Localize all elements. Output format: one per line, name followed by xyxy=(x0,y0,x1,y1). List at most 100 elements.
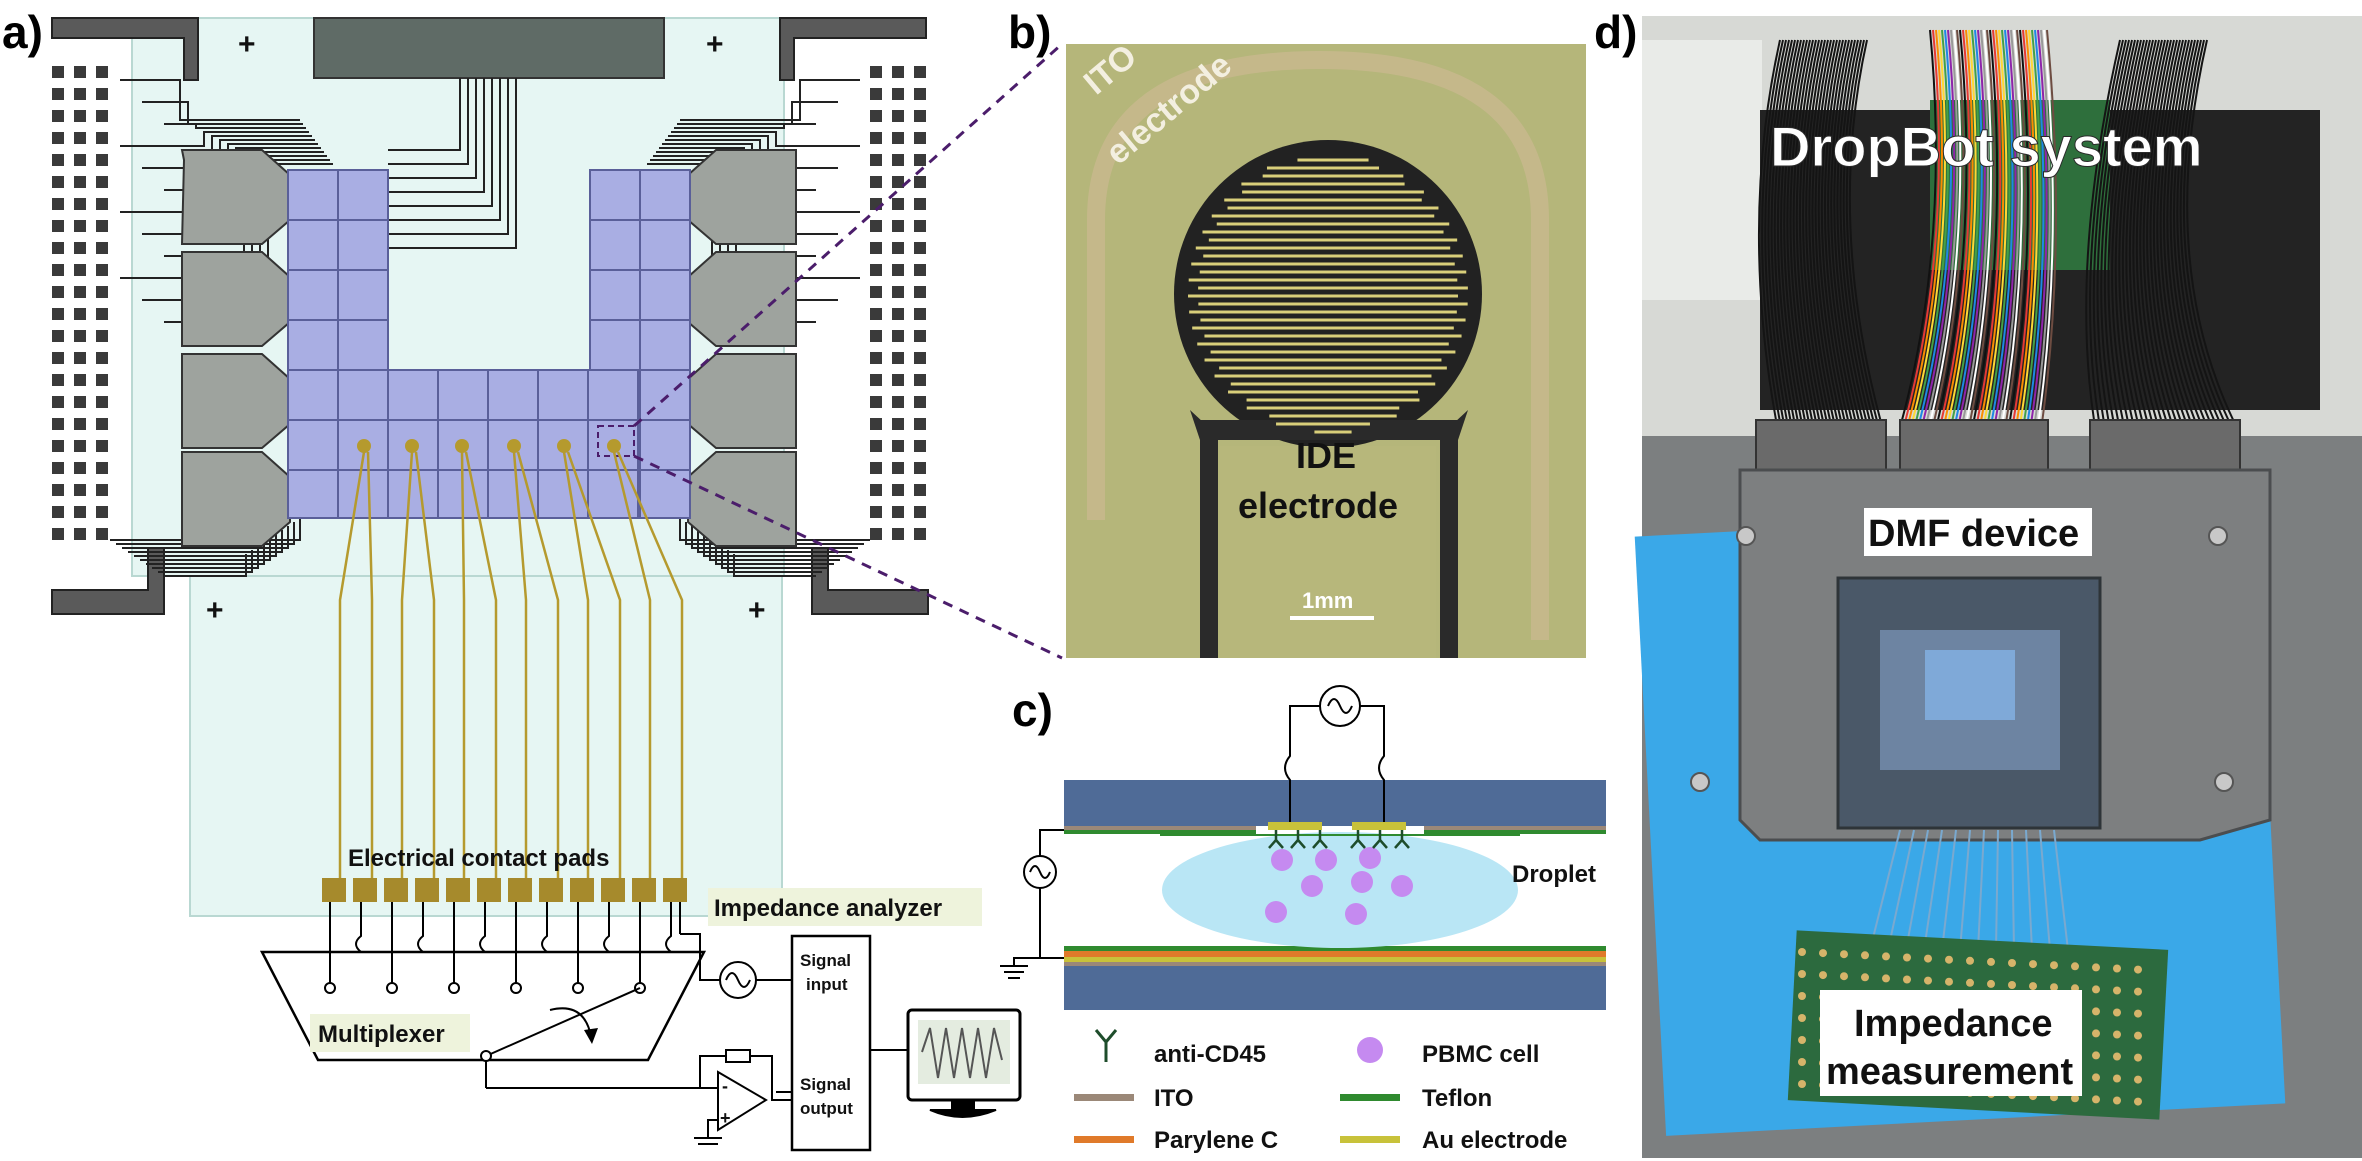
contact-pad xyxy=(52,154,64,166)
gold-trace xyxy=(612,451,652,884)
cable-wire xyxy=(2132,39,2160,421)
cable-wire xyxy=(1919,29,1953,421)
signal-input-line2: input xyxy=(806,975,848,994)
cable-wire xyxy=(1783,39,1806,421)
plus-top-left: + xyxy=(238,28,256,61)
dropbot-system-label: DropBot system xyxy=(1770,115,2203,178)
contact-pad xyxy=(74,242,86,254)
cable-wire xyxy=(1773,39,1796,421)
contact-pad xyxy=(870,374,882,386)
perf-hole xyxy=(1945,955,1953,964)
trace xyxy=(146,542,265,565)
perf-hole xyxy=(1840,950,1848,959)
trace xyxy=(674,123,816,129)
ide-ring xyxy=(1174,140,1482,448)
antibody xyxy=(1312,830,1328,849)
cable-wire xyxy=(2163,39,2201,421)
perf-hole xyxy=(1798,1036,1806,1044)
ide-neck xyxy=(1200,420,1458,440)
monitor-waveform xyxy=(921,1027,1003,1079)
panel-b: b) ITO electrode IDE electrode 1mm xyxy=(633,6,1586,660)
multiplexer-wires xyxy=(324,902,702,1088)
contact-pad xyxy=(96,242,108,254)
contact-pad xyxy=(52,418,64,430)
contact-pad xyxy=(74,198,86,210)
au-electrode-left xyxy=(1268,822,1322,830)
contact-pad xyxy=(914,462,926,474)
antibody xyxy=(1268,830,1284,849)
cable-wire xyxy=(1991,29,2014,421)
contact-pad xyxy=(96,132,108,144)
contact-pad xyxy=(892,286,904,298)
contact-region-substrate xyxy=(189,575,783,917)
cable-wire xyxy=(2186,39,2235,421)
contact-pad xyxy=(892,462,904,474)
pad-array-left xyxy=(52,66,108,540)
ide-sensor-dot xyxy=(357,439,371,453)
cable-wire xyxy=(1994,29,2017,421)
cable-wire xyxy=(1823,39,1853,421)
cable-wire xyxy=(1767,39,1790,421)
trace xyxy=(388,78,469,165)
perf-hole xyxy=(2092,1073,2100,1082)
perf-hole xyxy=(1840,972,1848,981)
contact-pad xyxy=(508,878,532,902)
chip-leads xyxy=(1869,829,2069,951)
perf-hole xyxy=(2071,962,2079,971)
antibody xyxy=(1350,830,1366,849)
cable-wire xyxy=(2103,39,2136,421)
reservoir xyxy=(687,353,797,449)
mux-node xyxy=(386,982,398,994)
perf-hole xyxy=(1798,948,1806,956)
perf-hole xyxy=(1987,979,1995,988)
perf-hole xyxy=(2134,1097,2142,1106)
ribbon-cables xyxy=(1757,29,2235,421)
droplet-label: Droplet xyxy=(1512,861,1596,888)
contact-pad xyxy=(96,198,108,210)
screw xyxy=(2208,526,2228,546)
contact-pad xyxy=(914,198,926,210)
cable-wire xyxy=(2107,39,2139,421)
ide-sensors xyxy=(357,439,621,453)
perf-hole xyxy=(2092,1029,2100,1038)
contact-pad xyxy=(870,418,882,430)
trace xyxy=(134,534,277,557)
cable-wire xyxy=(1805,39,1831,421)
cable-wire xyxy=(1827,39,1857,421)
cable-wire xyxy=(2166,39,2206,421)
trace xyxy=(120,79,300,121)
trace xyxy=(388,78,501,221)
op-amp-minus: - xyxy=(722,1076,728,1096)
mux-node xyxy=(480,1050,492,1062)
contact-pad xyxy=(539,878,563,902)
contact-pad xyxy=(96,88,108,100)
contact-pad xyxy=(52,352,64,364)
contact-pad xyxy=(870,528,882,540)
cable-wire xyxy=(2128,39,2157,421)
cable-wire xyxy=(2169,39,2211,421)
perf-hole xyxy=(2113,1030,2121,1039)
ide-label-line1: IDE xyxy=(1296,435,1356,476)
contact-pad xyxy=(52,176,64,188)
corner-contact-tl xyxy=(51,17,199,81)
reservoir xyxy=(687,251,797,347)
cable-wire xyxy=(2125,39,2154,421)
trace xyxy=(140,538,271,561)
contact-pad xyxy=(96,462,108,474)
chip-lead xyxy=(1959,829,1971,951)
signal-box[interactable] xyxy=(790,934,872,1152)
cable-wire xyxy=(2179,39,2225,421)
contact-pad xyxy=(892,528,904,540)
perf-hole xyxy=(2092,1095,2100,1104)
cable-wire xyxy=(2009,29,2029,421)
mux-node xyxy=(572,982,584,994)
contact-pad xyxy=(570,878,594,902)
perf-hole xyxy=(2113,964,2121,973)
perf-hole xyxy=(2113,1096,2121,1105)
reservoir xyxy=(687,451,797,547)
trace xyxy=(697,530,852,553)
contact-pad xyxy=(914,88,926,100)
contact-pad xyxy=(663,878,687,902)
contact-pad xyxy=(96,506,108,518)
legend-parylene: Parylene C xyxy=(1154,1127,1278,1154)
